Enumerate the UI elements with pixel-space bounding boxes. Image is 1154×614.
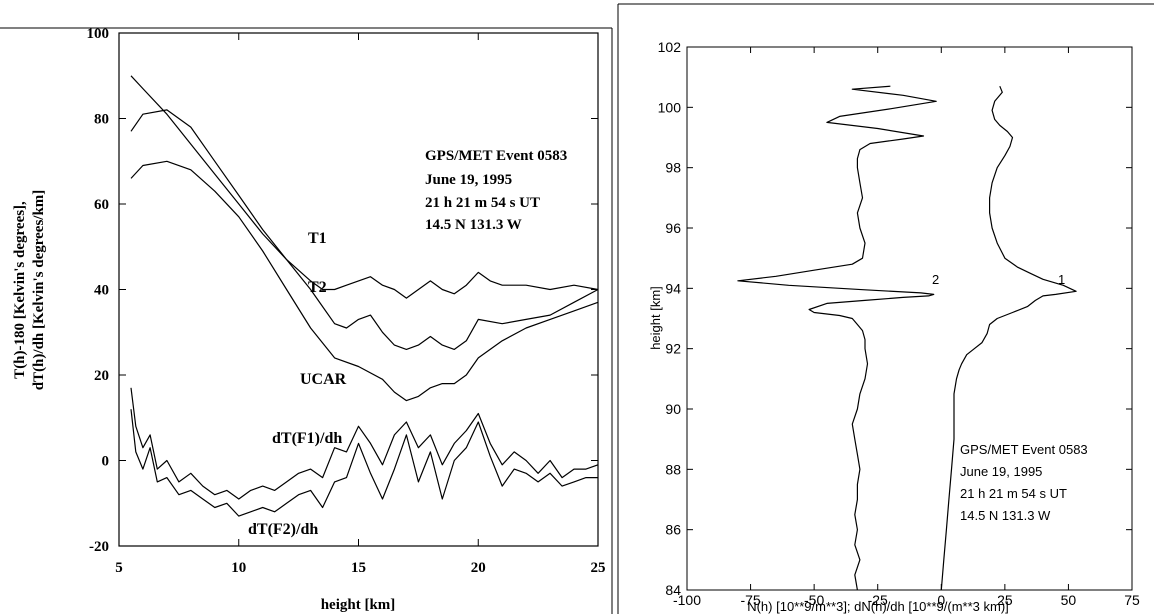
left-y-tick-label: 40 xyxy=(94,283,109,299)
right-y-tick-label: 94 xyxy=(665,280,681,296)
left-x-axis-label: height [km] xyxy=(321,597,396,613)
curve-label-dt-f1: dT(F1)/dh xyxy=(272,430,342,447)
right-x-tick-label: 0 xyxy=(937,592,945,608)
left-annotation-line-2: June 19, 1995 xyxy=(425,172,512,188)
curve-label-t1: T1 xyxy=(308,230,327,247)
series-line-dt-f2-dh xyxy=(130,409,598,517)
curve-label-1: 1 xyxy=(1058,272,1065,287)
series-line-1 xyxy=(940,85,1077,591)
left-annotation-line-3: 21 h 21 m 54 s UT xyxy=(425,195,540,211)
curve-label-ucar: UCAR xyxy=(300,371,347,388)
series-line-t1 xyxy=(130,75,599,299)
right-x-tick-label: 25 xyxy=(997,592,1013,608)
right-curve-labels: 1 2 xyxy=(932,272,1065,287)
right-x-tick-label: 50 xyxy=(1061,592,1077,608)
left-annotation-line-4: 14.5 N 131.3 W xyxy=(425,217,522,233)
series-line-t2 xyxy=(130,109,599,350)
left-annotation-line-1: GPS/MET Event 0583 xyxy=(425,148,567,164)
right-y-axis-label: height [km] xyxy=(648,286,663,350)
left-curve-labels: T1 T2 UCAR dT(F1)/dh dT(F2)/dh xyxy=(248,230,347,538)
left-y-axis-label: T(h)-180 [Kelvin's degrees], dT(h)/dh [K… xyxy=(12,190,47,391)
left-y-tick-label: 20 xyxy=(94,368,109,384)
right-series xyxy=(737,85,1077,591)
right-x-tick-label: -75 xyxy=(740,592,760,608)
series-line-ucar xyxy=(130,160,599,402)
right-y-tick-label: 90 xyxy=(665,401,681,417)
right-y-tick-label: 84 xyxy=(665,582,681,598)
left-y-tick-label: 60 xyxy=(94,197,109,213)
right-y-tick-label: 88 xyxy=(665,461,681,477)
right-x-axis-label: N(h) [10**9/m**3]; dN(h)/dh [10**9/(m**3… xyxy=(747,599,1009,614)
curve-label-t2: T2 xyxy=(308,279,327,296)
right-x-tick-label: -25 xyxy=(868,592,888,608)
right-annotation-line-1: GPS/MET Event 0583 xyxy=(960,442,1088,457)
left-x-tick-label: 10 xyxy=(231,560,246,576)
left-annotation: GPS/MET Event 0583 June 19, 1995 21 h 21… xyxy=(425,148,567,233)
left-series xyxy=(130,75,599,517)
left-y-tick-label: 0 xyxy=(102,454,110,470)
right-y-ticks: 84 86 88 90 92 94 96 98 100 102 xyxy=(658,39,1132,598)
left-y-axis-label-line-2: dT(h)/dh [Kelvin's degrees/km] xyxy=(31,190,47,391)
curve-label-dt-f2: dT(F2)/dh xyxy=(248,521,318,538)
left-y-axis-label-line-1: T(h)-180 [Kelvin's degrees], xyxy=(12,201,28,379)
right-y-tick-label: 100 xyxy=(658,99,682,115)
left-y-tick-label: -20 xyxy=(89,539,109,555)
curve-label-2: 2 xyxy=(932,272,939,287)
left-y-tick-label: 100 xyxy=(87,26,110,42)
left-y-tick-label: 80 xyxy=(94,112,109,128)
left-y-ticks: -20 0 20 40 60 80 100 xyxy=(87,26,598,555)
right-x-tick-label: 75 xyxy=(1124,592,1140,608)
right-annotation-line-3: 21 h 21 m 54 s UT xyxy=(960,486,1067,501)
right-y-tick-label: 86 xyxy=(665,522,681,538)
left-x-ticks: 5 10 15 20 25 xyxy=(115,33,606,576)
left-x-tick-label: 25 xyxy=(591,560,606,576)
left-x-tick-label: 5 xyxy=(115,560,123,576)
left-x-tick-label: 15 xyxy=(351,560,366,576)
series-line-2 xyxy=(737,85,937,591)
right-x-tick-label: -50 xyxy=(804,592,824,608)
right-y-tick-label: 92 xyxy=(665,341,681,357)
left-plot-frame xyxy=(118,32,599,547)
right-y-tick-label: 98 xyxy=(665,160,681,176)
right-y-tick-label: 102 xyxy=(658,39,682,55)
right-annotation-line-4: 14.5 N 131.3 W xyxy=(960,508,1051,523)
right-annotation: GPS/MET Event 0583 June 19, 1995 21 h 21… xyxy=(960,442,1088,523)
temperature-chart: 5 10 15 20 25 -20 0 20 40 60 80 100 height [km] T(… xyxy=(12,26,606,613)
right-y-tick-label: 96 xyxy=(665,220,681,236)
right-plot-frame xyxy=(686,46,1133,591)
right-x-ticks: -100 -75 -50 -25 0 25 50 75 xyxy=(673,47,1140,608)
right-x-tick-label: -100 xyxy=(673,592,701,608)
series-line-dt-f1-dh xyxy=(130,387,599,500)
right-annotation-line-2: June 19, 1995 xyxy=(960,464,1042,479)
density-chart: -100 -75 -50 -25 0 25 50 75 84 86 88 90 92 94 96 98 100… xyxy=(648,39,1140,614)
left-x-tick-label: 20 xyxy=(471,560,486,576)
